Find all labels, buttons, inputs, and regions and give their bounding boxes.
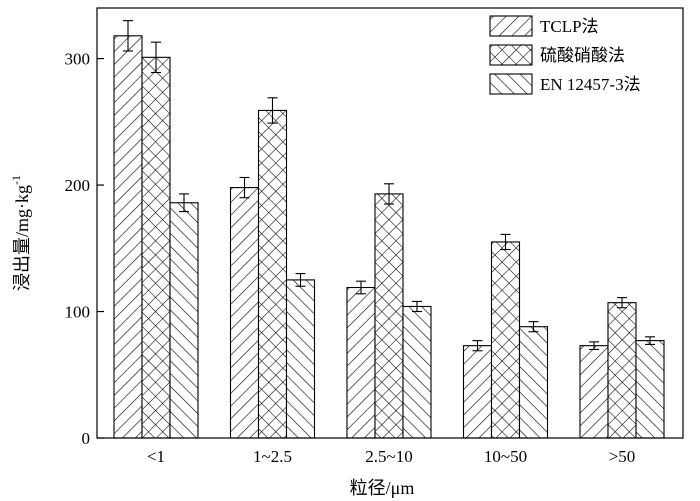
bar-s2-c1 (285, 279, 316, 439)
bar-s0-c1 (229, 187, 260, 439)
y-tick-label-200: 200 (65, 176, 91, 195)
error-bar-s1-c1 (267, 97, 278, 124)
legend-item-2: EN 12457-3法 (489, 73, 641, 95)
y-axis-label-main: 浸出量/mg·kg (12, 185, 32, 291)
x-tick-label-2-5-10: 2.5~10 (365, 447, 412, 466)
bar-s1-c3 (490, 241, 521, 439)
x-tick-label-50: >50 (609, 447, 636, 466)
error-bar-s0-c0 (123, 20, 133, 52)
y-axis-label: 浸出量/mg·kg-1 (9, 175, 32, 291)
bar-s0-c2 (346, 286, 376, 439)
legend-swatch-1 (489, 44, 533, 66)
error-bar-s2-c3 (528, 321, 539, 333)
error-bars-layer (123, 20, 655, 352)
bar-s0-c4 (579, 345, 609, 439)
legend-item-1: 硫酸硝酸法 (489, 44, 625, 66)
bar-s2-c3 (518, 326, 549, 439)
error-bar-s1-c3 (500, 233, 511, 251)
error-bar-s0-c4 (589, 341, 599, 351)
x-tick-label-1: <1 (147, 447, 165, 466)
bars-layer (113, 35, 665, 439)
error-bar-s0-c2 (356, 280, 366, 295)
error-bar-s2-c4 (645, 336, 655, 345)
bar-s0-c0 (113, 35, 143, 439)
legend-label-0: TCLP法 (540, 17, 599, 36)
bar-s1-c4 (607, 302, 637, 439)
error-bar-s1-c4 (617, 297, 627, 309)
bar-s0-c3 (462, 345, 493, 439)
bar-s1-c0 (141, 56, 171, 439)
legend-swatch-2 (489, 73, 533, 95)
legend-swatch-0 (489, 15, 533, 37)
x-axis-ticks: <1 1~2.5 2.5~10 10~50 >50 (147, 447, 635, 466)
error-bar-s2-c0 (179, 193, 189, 213)
y-tick-label-0: 0 (82, 429, 91, 448)
y-axis-label-superscript: -1 (9, 175, 23, 185)
y-tick-label-300: 300 (65, 50, 91, 69)
legend-label-2: EN 12457-3法 (540, 75, 641, 94)
bar-s2-c4 (635, 340, 665, 439)
bar-s1-c2 (374, 193, 404, 439)
bar-s1-c1 (257, 109, 288, 439)
legend-label-1: 硫酸硝酸法 (540, 46, 625, 65)
error-bar-s0-c3 (472, 340, 483, 352)
x-tick-label-1-2-5: 1~2.5 (253, 447, 292, 466)
y-tick-label-100: 100 (65, 303, 91, 322)
bar-s2-c0 (169, 202, 199, 439)
bar-s2-c2 (402, 305, 432, 439)
error-bar-s1-c0 (151, 41, 161, 74)
error-bar-s1-c2 (384, 183, 394, 205)
x-axis-label: 粒径/μm (350, 478, 415, 498)
error-bar-s2-c2 (412, 300, 422, 313)
plot-frame (96, 7, 684, 439)
error-bar-s0-c1 (239, 176, 250, 199)
error-bar-s2-c1 (295, 273, 306, 287)
legend-item-0: TCLP法 (489, 15, 599, 37)
y-axis-ticks: 0 100 200 300 (65, 50, 104, 448)
x-tick-label-10-50: 10~50 (484, 447, 527, 466)
